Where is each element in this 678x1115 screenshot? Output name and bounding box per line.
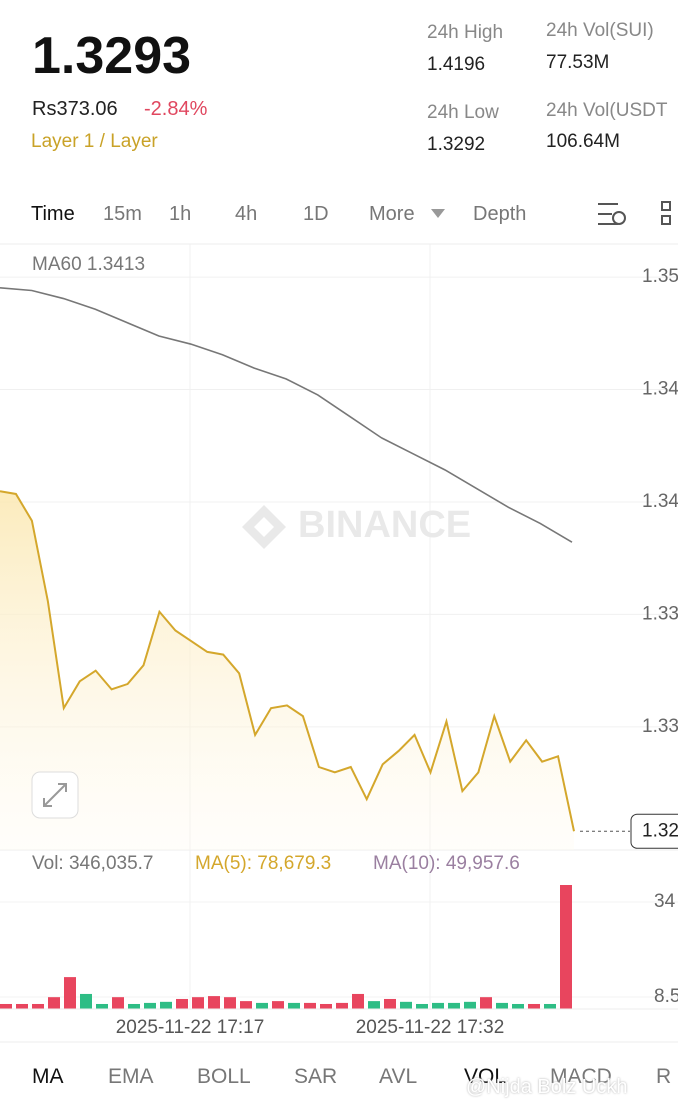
y-tick-label: 8.5: [654, 986, 678, 1007]
volume-bar: [32, 1003, 44, 1009]
ma60-line: [0, 287, 573, 543]
icon: [612, 211, 626, 225]
indicator-tab[interactable]: R: [656, 1065, 672, 1088]
volume-bar: [384, 998, 396, 1009]
volume-bar: [80, 993, 92, 1009]
icon: [661, 215, 671, 225]
indicator-tab[interactable]: SAR: [294, 1065, 338, 1088]
volume-bar: [336, 1002, 348, 1009]
indicator-tab[interactable]: EMA: [108, 1065, 154, 1088]
volume-bar: [512, 1003, 524, 1009]
y-tick-label: 1.35: [642, 266, 678, 287]
tab[interactable]: Depth: [473, 203, 527, 225]
tab[interactable]: 1D: [303, 203, 329, 225]
tab[interactable]: 1h: [169, 203, 192, 225]
tab[interactable]: More: [369, 203, 415, 225]
tab[interactable]: 15m: [103, 203, 142, 225]
icon: [661, 201, 671, 211]
x-tick-label: 2025-11-22 17:32: [356, 1017, 505, 1038]
volume-bar: [464, 1001, 476, 1009]
price-line: [0, 490, 575, 832]
indicator-tab[interactable]: MACD: [550, 1065, 612, 1088]
x-tick-label: 2025-11-22 17:17: [116, 1017, 265, 1038]
tab[interactable]: 4h: [235, 203, 258, 225]
volume-bar: [416, 1003, 428, 1009]
volume-bar: [448, 1002, 460, 1009]
expand-icon: [43, 783, 67, 807]
price: 1.3293: [32, 27, 192, 85]
volume-bar: [320, 1003, 332, 1009]
volume-bar: [496, 1002, 508, 1009]
volume-bar: [528, 1003, 540, 1009]
user-watermark: @Nijda Bolz Uckh: [466, 1076, 628, 1098]
watermark-logo: [242, 505, 286, 549]
last-price-label: 1.32: [642, 820, 678, 841]
volume-bar: [208, 996, 220, 1009]
stat-label: 24h High: [427, 22, 504, 43]
volume-bar: [240, 1001, 252, 1009]
volume-bar: [288, 1002, 300, 1009]
stat-value: 106.64M: [546, 131, 620, 152]
indicator-tab[interactable]: AVL: [379, 1065, 418, 1088]
y-tick-label: 1.34: [642, 379, 678, 400]
vol-label: Vol: 346,035.7: [32, 853, 154, 874]
volume-bar: [144, 1002, 156, 1009]
tab[interactable]: Time: [31, 203, 75, 225]
indicator-tab[interactable]: MA: [32, 1065, 64, 1088]
icon: [598, 203, 618, 225]
y-tick-label: 1.34: [642, 491, 678, 512]
ma-label: MA60 1.3413: [32, 254, 145, 275]
volume-bar: [16, 1003, 28, 1009]
volume-bar: [224, 997, 236, 1009]
stat-value: 1.4196: [427, 54, 486, 75]
y-tick-label: 1.33: [642, 716, 678, 737]
volume-bar: [432, 1002, 444, 1009]
tag[interactable]: Layer 1 / Layer: [31, 131, 158, 152]
volume-bar: [192, 997, 204, 1009]
fiat-price: Rs373.06: [32, 98, 118, 120]
volume-bar: [64, 977, 76, 1009]
dropdown-arrow: [431, 209, 445, 218]
volume-bar: [400, 1001, 412, 1009]
ma5-label: MA(5): 78,679.3: [195, 853, 331, 874]
indicator-tab[interactable]: BOLL: [197, 1065, 251, 1088]
volume-bar: [128, 1003, 140, 1009]
stat-label: 24h Vol(SUI): [546, 20, 654, 41]
volume-bar: [544, 1003, 556, 1009]
indicator-tab[interactable]: VOL: [464, 1065, 507, 1088]
volume-bar: [560, 885, 572, 1009]
volume-bar: [96, 1003, 108, 1009]
price-area: [0, 491, 574, 850]
stat-value: 77.53M: [546, 52, 610, 73]
volume-bar: [112, 997, 124, 1009]
watermark: BINANCE: [298, 504, 471, 546]
ma10-label: MA(10): 49,957.6: [373, 853, 520, 874]
volume-bar: [256, 1002, 268, 1009]
stat-label: 24h Low: [427, 102, 499, 123]
change: -2.84%: [144, 98, 208, 120]
stat-label: 24h Vol(USDT: [546, 100, 668, 121]
volume-bar: [368, 1001, 380, 1009]
stat-value: 1.3292: [427, 134, 486, 155]
y-tick-label: 34: [654, 891, 676, 912]
volume-bar: [0, 1003, 12, 1009]
volume-bar: [160, 1001, 172, 1009]
volume-bar: [304, 1002, 316, 1009]
volume-bar: [272, 1001, 284, 1009]
last-price-tag: [630, 813, 678, 849]
volume-bar: [352, 993, 364, 1009]
volume-bar: [176, 998, 188, 1009]
y-tick-label: 1.33: [642, 603, 678, 624]
volume-bar: [480, 997, 492, 1009]
volume-bar: [48, 997, 60, 1009]
